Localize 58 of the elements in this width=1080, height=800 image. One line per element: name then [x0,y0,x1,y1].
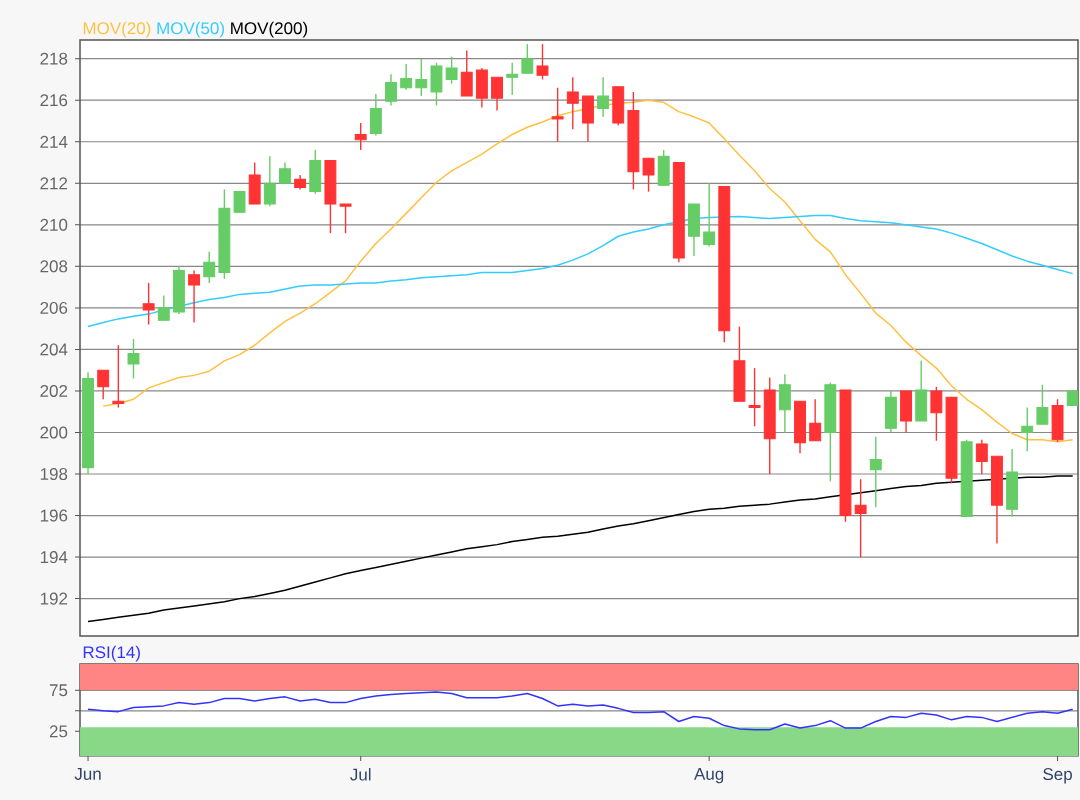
candlestick [127,338,140,380]
y-tick-label: 206 [40,301,68,314]
y-tick-label: 214 [40,135,68,148]
candlestick [279,161,291,184]
y-tick-label: 200 [40,426,68,439]
candlestick [521,43,534,74]
candlestick [703,182,716,248]
y-tick-label: 202 [40,384,68,397]
candlestick [854,478,867,558]
text: MOV(50) [157,21,224,38]
candlestick [385,73,397,107]
y-tick-label: 208 [40,260,68,273]
y-tick-label: 212 [40,177,68,190]
candlestick [566,76,579,130]
candlestick [506,62,519,96]
candlestick [551,87,564,143]
candlestick [809,398,822,442]
x-tick-label: Sep [1043,768,1072,784]
candlestick [415,57,428,97]
candlestick [157,294,170,322]
candlestick [112,344,125,409]
candlestick [930,386,943,442]
candlestick [597,76,610,118]
x-tick-label: Jul [350,768,371,781]
candlestick [1021,406,1034,452]
candlestick [400,63,413,91]
candlestick [339,203,352,234]
candlestick [445,55,458,85]
candlestick [642,157,655,193]
x-tick-label: Aug [694,768,724,784]
text: MOV(20) [83,21,151,38]
candlestick [263,155,276,207]
y-tick-label: 216 [40,94,68,107]
candlestick [536,43,549,81]
candlestick [491,76,504,112]
candlestick [748,367,761,427]
y-tick-label: 192 [40,592,68,605]
candlestick [188,269,201,324]
candlestick [1036,384,1049,425]
text: RSI(14) [83,645,140,662]
y-tick-label: 204 [40,343,68,356]
candlestick [460,49,473,97]
candlestick [354,122,367,151]
y-tick-label: 75 [49,684,68,697]
y-tick-label: 210 [40,218,68,231]
candlestick [203,251,216,284]
candlestick [142,282,155,326]
x-tick-label: Jun [74,768,101,780]
text: MOV(200) [231,21,308,38]
candlestick [975,439,988,475]
y-tick-label: 25 [49,725,68,738]
candlestick [97,369,110,400]
y-tick-label: 194 [40,551,68,564]
candlestick [869,435,882,508]
y-tick-label: 196 [40,509,68,522]
y-tick-label: 198 [40,468,68,481]
y-tick-label: 218 [40,52,68,65]
candlestick [233,190,246,214]
